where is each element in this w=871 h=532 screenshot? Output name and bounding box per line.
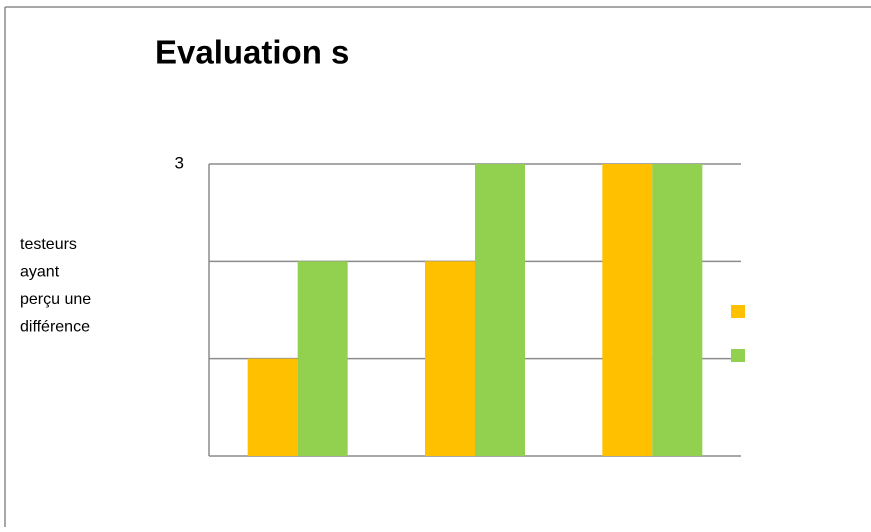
chart-title: Evaluation s [155, 34, 349, 71]
bar [247, 358, 298, 456]
y-axis-label: testeurs [20, 236, 77, 253]
plot [208, 163, 745, 457]
legend-swatch [731, 349, 745, 362]
y-tick-label: 3 [175, 153, 184, 172]
y-axis-label: perçu une [20, 291, 91, 308]
y-axis-label: ayant [20, 264, 60, 281]
bar [475, 164, 525, 456]
title-clip: Evaluation s [155, 34, 349, 71]
bar [602, 164, 653, 456]
y-axis-label: différence [20, 319, 90, 336]
legend-swatch [731, 305, 745, 318]
bar [652, 164, 703, 456]
bar [297, 261, 348, 456]
bar [425, 261, 475, 456]
